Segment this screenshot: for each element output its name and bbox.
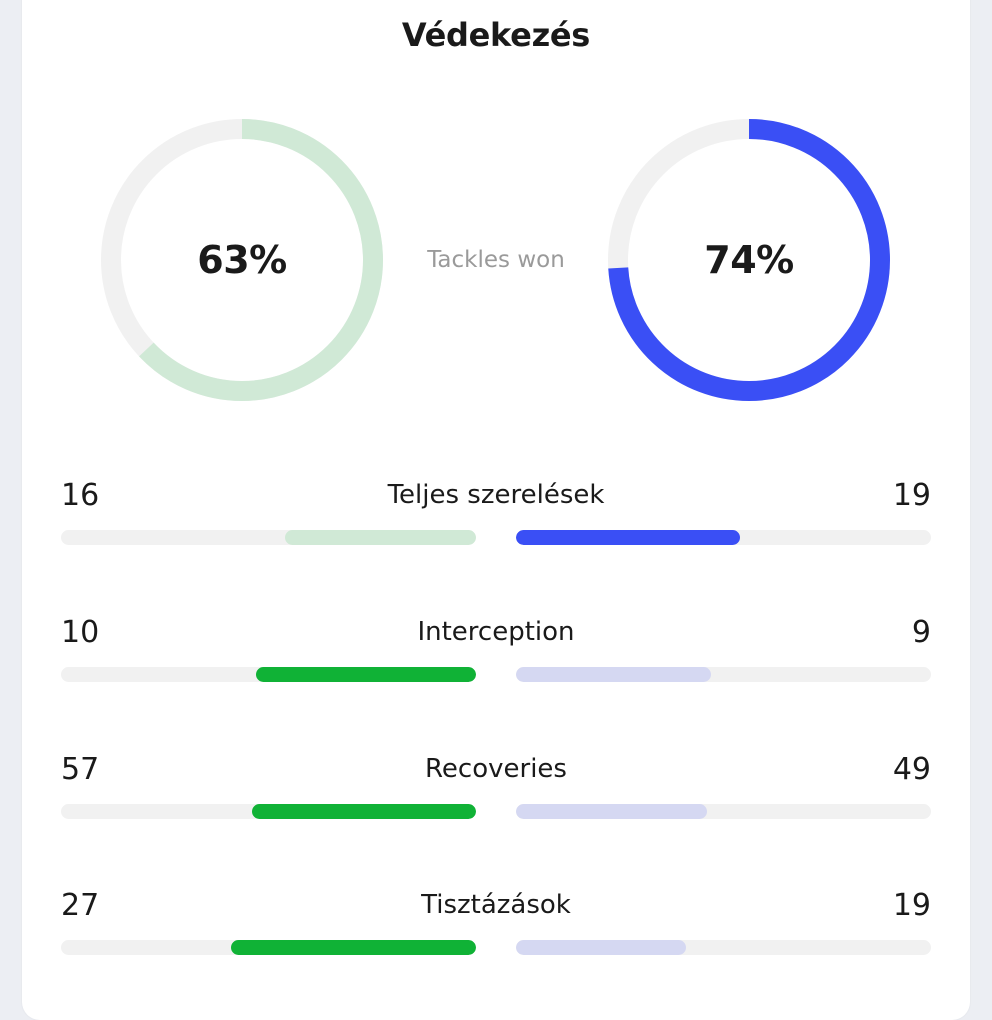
stat-left-value: 57	[61, 752, 100, 787]
left-donut-chart	[101, 119, 383, 401]
stat-right-value: 19	[892, 478, 931, 513]
stat-left-bar-fill	[231, 940, 476, 955]
right-team-donut: 74%	[607, 118, 891, 402]
section-title: Védekezés	[401, 16, 591, 54]
stat-label: Teljes szerelések	[387, 480, 605, 510]
stat-right-value: 49	[892, 752, 931, 787]
left-team-donut: 63%	[100, 118, 384, 402]
right-donut-chart	[608, 119, 890, 401]
stat-right-bar	[516, 940, 931, 955]
stat-right-bar	[516, 530, 931, 545]
right-percent: 74%	[704, 238, 794, 282]
stat-right-bar	[516, 804, 931, 819]
stat-row-recoveries: 57 Recoveries 49	[0, 752, 992, 832]
stat-left-bar-fill	[251, 804, 476, 819]
stat-right-bar-fill	[516, 530, 741, 545]
tackles-won-label: Tackles won	[427, 247, 565, 273]
stat-right-bar-fill	[516, 940, 687, 955]
stat-label: Interception	[417, 617, 575, 647]
stat-right-bar-fill	[516, 667, 712, 682]
stat-left-value: 16	[61, 478, 100, 513]
right-donut-arc	[608, 119, 890, 401]
stat-left-value: 27	[61, 888, 100, 923]
stat-left-value: 10	[61, 615, 100, 650]
defense-stats-card	[22, 0, 970, 1020]
stat-left-bar-fill	[256, 667, 476, 682]
stat-right-value: 9	[911, 615, 931, 650]
stat-right-bar-fill	[516, 804, 707, 819]
stat-right-bar	[516, 667, 931, 682]
left-percent: 63%	[197, 238, 287, 282]
stat-left-bar	[61, 530, 476, 545]
left-donut-arc	[101, 119, 383, 401]
stat-label: Tisztázások	[421, 890, 571, 920]
stat-row-interception: 10 Interception 9	[0, 615, 992, 695]
stat-row-clearances: 27 Tisztázások 19	[0, 888, 992, 968]
stat-left-bar-fill	[285, 530, 476, 545]
stat-label: Recoveries	[425, 754, 567, 784]
stat-right-value: 19	[892, 888, 931, 923]
stat-left-bar	[61, 667, 476, 682]
stat-left-bar	[61, 804, 476, 819]
stat-row-total-tackles: 16 Teljes szerelések 19	[0, 478, 992, 558]
stat-left-bar	[61, 940, 476, 955]
